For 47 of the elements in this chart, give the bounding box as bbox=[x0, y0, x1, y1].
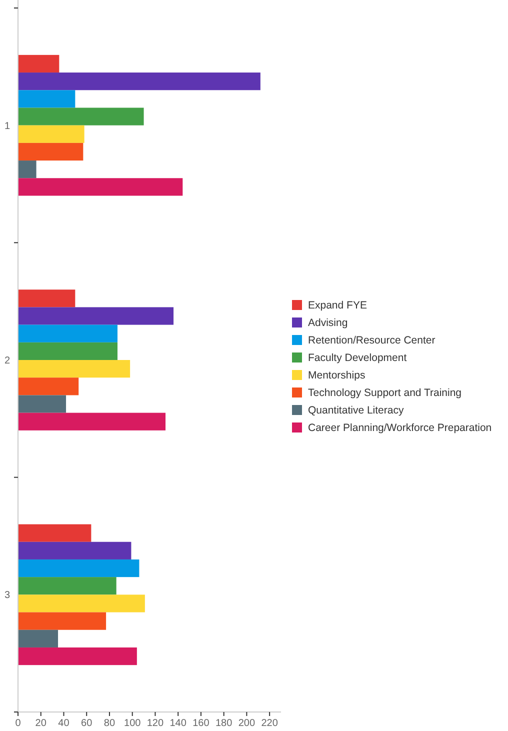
bar bbox=[18, 54, 60, 73]
bar bbox=[18, 324, 118, 342]
bar bbox=[18, 108, 144, 126]
x-tick-label: 80 bbox=[104, 718, 116, 730]
bar bbox=[18, 594, 145, 612]
bar bbox=[18, 178, 183, 196]
bar bbox=[18, 647, 137, 666]
legend-label: Faculty Development bbox=[308, 352, 407, 364]
x-tick-label: 0 bbox=[15, 718, 22, 730]
y-tick-label: 3 bbox=[4, 590, 10, 602]
bar bbox=[18, 160, 36, 178]
x-tick-label: 120 bbox=[146, 718, 164, 730]
x-tick-label: 40 bbox=[58, 718, 70, 730]
bar bbox=[18, 142, 84, 161]
x-tick-label: 140 bbox=[170, 718, 187, 730]
bar bbox=[18, 412, 166, 430]
x-tick-label: 60 bbox=[81, 718, 93, 730]
legend-label: Expand FYE bbox=[308, 300, 367, 312]
x-tick-label: 220 bbox=[261, 718, 278, 730]
bar bbox=[18, 524, 92, 542]
y-tick-label: 1 bbox=[4, 120, 10, 132]
legend-label: Technology Support and Training bbox=[308, 387, 462, 400]
bar bbox=[18, 360, 130, 378]
bar bbox=[18, 559, 140, 578]
bar bbox=[18, 630, 58, 648]
bar bbox=[18, 577, 116, 595]
bar bbox=[18, 612, 106, 630]
bar bbox=[18, 90, 76, 108]
bar bbox=[18, 542, 132, 560]
x-tick-label: 100 bbox=[124, 718, 142, 730]
legend-label: Retention/Resource Center bbox=[308, 334, 436, 347]
legend-label: Career Planning/Workforce Preparation bbox=[308, 422, 492, 434]
bar bbox=[18, 395, 66, 413]
y-tick-label: 2 bbox=[4, 356, 10, 366]
legend-label: Quantitative Literacy bbox=[308, 404, 404, 417]
x-tick-label: 200 bbox=[238, 718, 256, 730]
legend-label: Mentorships bbox=[308, 370, 366, 382]
bar bbox=[18, 342, 118, 360]
bar bbox=[18, 125, 84, 143]
bar bbox=[18, 72, 260, 90]
bar bbox=[18, 290, 76, 308]
x-tick-label: 160 bbox=[192, 718, 210, 730]
bar bbox=[18, 307, 174, 325]
bar bbox=[18, 378, 79, 396]
x-tick-label: 180 bbox=[215, 718, 233, 730]
x-tick-label: 20 bbox=[35, 718, 47, 730]
legend-label: Advising bbox=[308, 317, 348, 330]
